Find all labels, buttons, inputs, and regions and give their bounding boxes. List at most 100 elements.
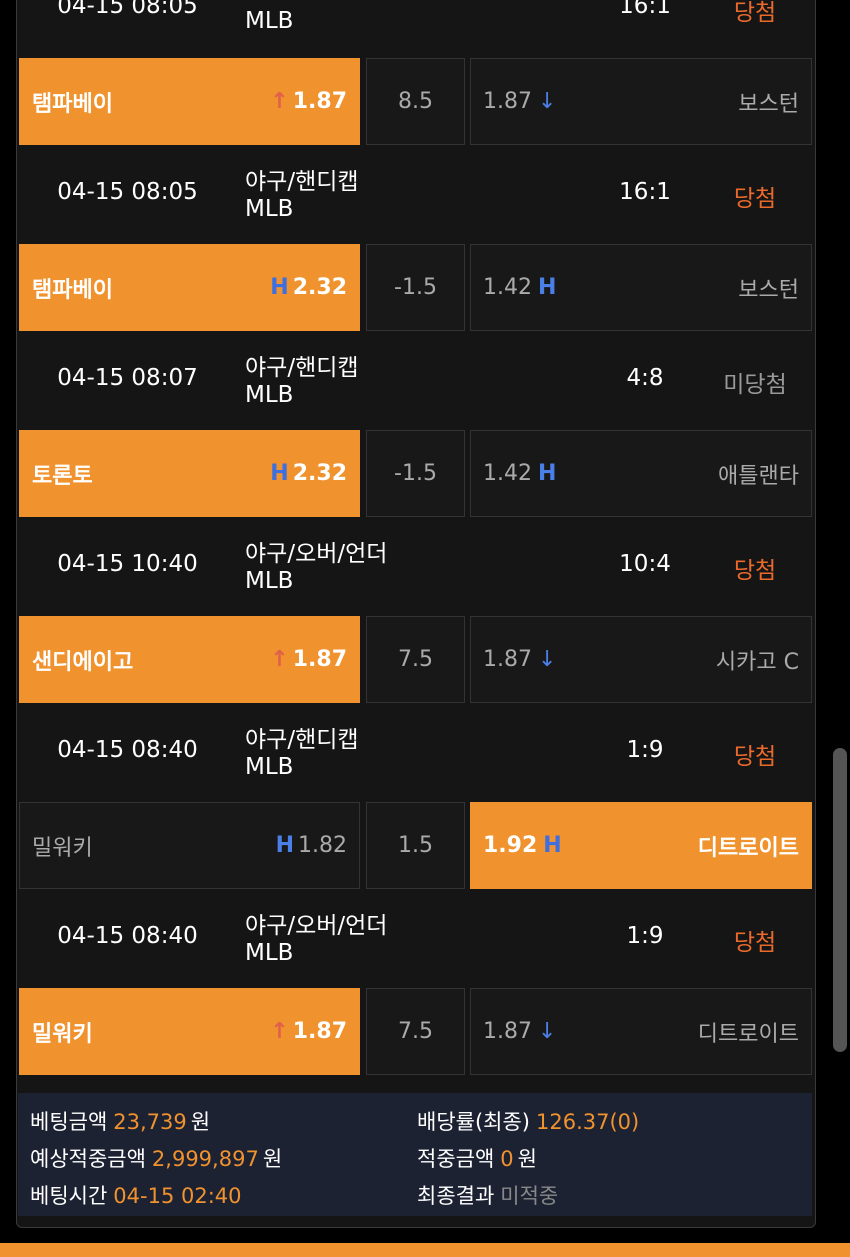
- home-marker: H: [275, 833, 295, 858]
- score: 1:9: [626, 923, 664, 949]
- summary-item: 베팅금액 23,739 원: [30, 1106, 210, 1136]
- summary-unit: 원: [262, 1147, 283, 1171]
- summary-value: 04-15 02:40: [113, 1184, 242, 1208]
- summary-item: 베팅시간 04-15 02:40: [30, 1180, 242, 1210]
- match-datetime: 04-15 08:07: [57, 365, 198, 391]
- match-datetime: 04-15 10:40: [57, 551, 198, 577]
- league: MLB: [245, 8, 294, 34]
- away-cell[interactable]: 1.42 H 애틀랜타: [470, 430, 812, 517]
- home-team: 밀워키: [32, 835, 93, 861]
- summary-unit: 원: [190, 1110, 211, 1134]
- home-odds: 1.87: [292, 1019, 347, 1044]
- line-cell: 8.5: [366, 58, 465, 145]
- home-cell[interactable]: 탬파베이 ↑ 1.87: [19, 58, 360, 145]
- line-cell: -1.5: [366, 430, 465, 517]
- home-marker: ↑: [270, 89, 289, 114]
- summary-value: 23,739: [113, 1110, 187, 1134]
- home-marker: ↑: [270, 1019, 289, 1044]
- home-odds-group: H 1.82: [276, 833, 347, 858]
- summary-panel: [18, 1093, 812, 1216]
- line-cell: 7.5: [366, 988, 465, 1075]
- summary-item: 적중금액 0 원: [417, 1143, 537, 1173]
- home-team: 샌디에이고: [32, 649, 134, 675]
- home-odds: 1.87: [292, 89, 347, 114]
- away-odds-group: 1.87 ↓: [483, 647, 556, 672]
- line-cell: 1.5: [366, 802, 465, 889]
- summary-label: 최종결과: [417, 1184, 495, 1208]
- league: MLB: [245, 382, 294, 408]
- market: 야구/오버/언더: [245, 541, 388, 567]
- away-marker: ↓: [537, 1019, 557, 1044]
- home-cell[interactable]: 토론토 H 2.32: [19, 430, 360, 517]
- away-marker: H: [543, 833, 562, 858]
- home-team: 토론토: [32, 463, 93, 489]
- home-odds-group: ↑ 1.87: [270, 647, 347, 672]
- summary-unit: 원: [517, 1147, 537, 1171]
- market: 야구/핸디캡: [245, 169, 359, 195]
- summary-label: 베팅시간: [30, 1184, 108, 1208]
- result: 당첨: [733, 930, 777, 956]
- line-cell: -1.5: [366, 244, 465, 331]
- summary-label: 베팅금액: [30, 1110, 108, 1134]
- home-marker: H: [270, 275, 289, 300]
- home-marker: H: [270, 461, 289, 486]
- league: MLB: [245, 940, 294, 966]
- result: 당첨: [733, 0, 777, 26]
- away-odds-group: 1.92 H: [483, 833, 562, 858]
- away-marker: H: [537, 461, 557, 486]
- summary-label: 적중금액: [417, 1147, 495, 1171]
- handicap-line: -1.5: [394, 275, 437, 300]
- result: 당첨: [733, 558, 777, 584]
- summary-item: 배당률(최종) 126.37(0): [417, 1106, 639, 1136]
- result: 미당첨: [723, 372, 787, 398]
- home-cell[interactable]: 샌디에이고 ↑ 1.87: [19, 616, 360, 703]
- away-team: 보스턴: [738, 91, 799, 117]
- summary-label: 예상적중금액: [30, 1147, 146, 1171]
- away-odds: 1.42: [483, 275, 532, 300]
- home-team: 탬파베이: [32, 91, 113, 117]
- away-team: 애틀랜타: [718, 463, 799, 489]
- summary-value: 2,999,897: [151, 1147, 259, 1171]
- handicap-line: 7.5: [398, 1019, 433, 1044]
- score: 4:8: [626, 365, 664, 391]
- match-datetime: 04-15 08:05: [57, 179, 198, 205]
- away-odds: 1.87: [483, 89, 532, 114]
- away-cell[interactable]: 1.87 ↓ 보스턴: [470, 58, 812, 145]
- market: 야구/핸디캡: [245, 727, 359, 753]
- handicap-line: 8.5: [398, 89, 433, 114]
- away-cell[interactable]: 1.87 ↓ 시카고 C: [470, 616, 812, 703]
- handicap-line: 7.5: [398, 647, 433, 672]
- summary-value: 미적중: [500, 1184, 559, 1208]
- away-team: 시카고 C: [715, 649, 799, 675]
- home-marker: ↑: [270, 647, 289, 672]
- score: 10:4: [619, 551, 671, 577]
- home-cell[interactable]: 탬파베이 H 2.32: [19, 244, 360, 331]
- league: MLB: [245, 196, 294, 222]
- away-odds: 1.87: [483, 647, 532, 672]
- away-odds-group: 1.42 H: [483, 461, 556, 486]
- away-odds-group: 1.87 ↓: [483, 89, 556, 114]
- scrollbar[interactable]: [833, 748, 847, 1052]
- home-odds: 2.32: [292, 461, 347, 486]
- summary-label: 배당률(최종): [417, 1110, 530, 1134]
- away-odds: 1.42: [483, 461, 532, 486]
- result: 당첨: [733, 186, 777, 212]
- bottom-bar: [0, 1243, 850, 1257]
- market: 야구/오버/언더: [245, 913, 388, 939]
- handicap-line: 1.5: [398, 833, 433, 858]
- away-marker: H: [537, 275, 557, 300]
- away-odds: 1.92: [483, 833, 538, 858]
- result: 당첨: [733, 744, 777, 770]
- home-odds-group: H 2.32: [270, 275, 347, 300]
- match-datetime: 04-15 08:40: [57, 737, 198, 763]
- home-odds: 2.32: [292, 275, 347, 300]
- away-cell[interactable]: 1.87 ↓ 디트로이트: [470, 988, 812, 1075]
- away-cell[interactable]: 1.92 H 디트로이트: [470, 802, 812, 889]
- summary-value: 126.37(0): [536, 1110, 640, 1134]
- away-cell[interactable]: 1.42 H 보스턴: [470, 244, 812, 331]
- home-cell[interactable]: 밀워키 H 1.82: [19, 802, 360, 889]
- home-cell[interactable]: 밀워키 ↑ 1.87: [19, 988, 360, 1075]
- away-odds-group: 1.87 ↓: [483, 1019, 556, 1044]
